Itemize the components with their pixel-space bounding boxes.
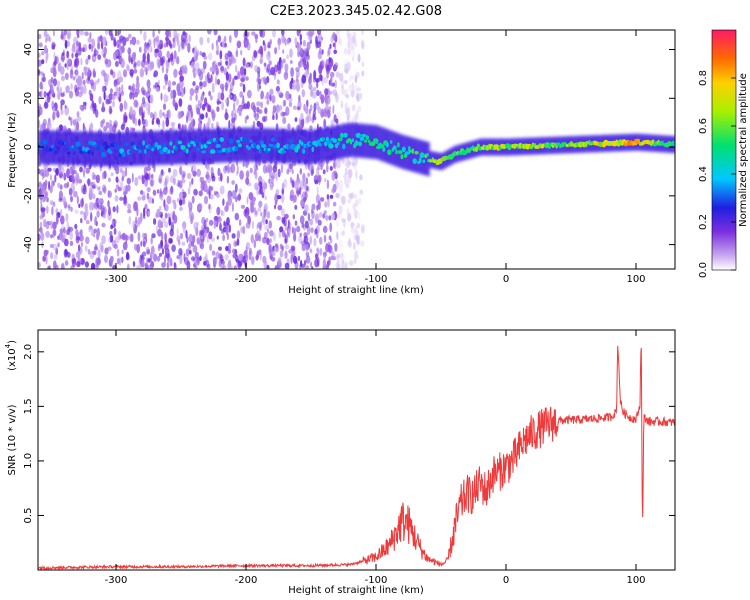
snr-x-axis: -300 -200 -100 0 100 [105,330,646,586]
spectrogram-y-axis: -40 -20 0 20 40 [23,43,675,253]
colorbar: 0.0 0.2 0.4 0.6 0.8 Normalized spectral ampl… [698,29,749,278]
snr-x-axis-label: Height of straight line (km) [288,585,424,596]
snr-panel: -300 -200 -100 0 100 0.5 1.0 1.5 2.0 Height of … [4,329,676,596]
snr-plot-area [38,330,675,570]
spectrogram-y-tick-label: 40 [23,43,34,56]
spectrogram-y-tick-label: -40 [23,236,34,252]
snr-y-tick-label: 1.0 [23,453,34,469]
spectrogram-x-axis: -300 -200 -100 0 100 [105,30,646,285]
spectrogram-x-tick-label: -100 [365,274,388,285]
svg-text:(x104): (x104) [4,340,18,371]
colorbar-tick-label: 0.8 [698,70,709,86]
spectrogram-noise-layer [38,30,365,269]
colorbar-tick-label: 0.0 [698,262,709,278]
spectrogram-x-tick-label: 100 [626,274,645,285]
spectrogram-y-axis-label: Frequency (Hz) [7,112,18,188]
snr-x-tick-label: -300 [105,575,128,586]
spectrogram-y-tick-label: 0 [23,144,34,150]
snr-y-tick-label: 1.5 [23,398,34,414]
snr-x-tick-label: 100 [626,575,645,586]
colorbar-tick-label: 0.6 [698,118,709,134]
colorbar-ticks: 0.0 0.2 0.4 0.6 0.8 [698,70,736,278]
colorbar-tick-label: 0.4 [698,166,709,182]
snr-series-line [38,345,675,570]
spectrogram-x-tick-label: -200 [235,274,258,285]
snr-y-axis-label: SNR (10 * v/v) [7,404,18,475]
snr-scale-suffix: ) [7,340,18,344]
snr-y-axis: 0.5 1.0 1.5 2.0 [23,344,675,524]
spectrogram-x-tick-label: -300 [105,274,128,285]
snr-frame [37,329,676,571]
snr-x-tick-label: 0 [503,575,509,586]
snr-scale-prefix: (x10 [7,348,18,371]
spectrogram-y-tick-label: -20 [23,188,34,204]
spectrogram-x-tick-label: 0 [503,274,509,285]
colorbar-tick-label: 0.2 [698,214,709,230]
chart-title: C2E3.2023.345.02.42.G08 [270,4,442,19]
spectrogram-x-axis-label: Height of straight line (km) [288,285,424,296]
colorbar-label: Normalized spectral amplitude [738,73,749,227]
snr-y-tick-label: 0.5 [23,508,34,524]
spectrogram-y-tick-label: 20 [23,92,34,105]
snr-scale-exponent: 4 [4,343,12,348]
snr-x-tick-label: -200 [235,575,258,586]
spectrogram-frame [37,29,676,270]
colorbar-gradient [711,29,737,271]
snr-x-tick-label: -100 [365,575,388,586]
snr-y-tick-label: 2.0 [23,344,34,360]
snr-scale-label: (x104) [4,340,18,371]
